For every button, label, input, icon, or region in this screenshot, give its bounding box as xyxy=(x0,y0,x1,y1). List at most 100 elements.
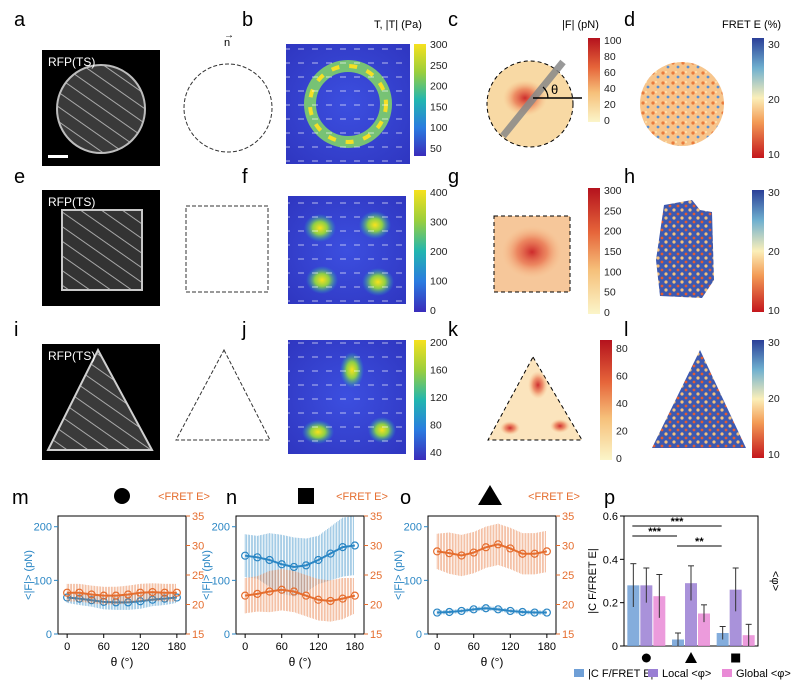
director-label-a: n xyxy=(224,37,230,49)
fret-colorbar-c-tick: 20 xyxy=(768,393,780,405)
x-tick-label: 60 xyxy=(468,641,480,653)
force-colorbar-a-tick: 80 xyxy=(604,51,616,63)
data-point xyxy=(481,543,491,552)
x-tick-label: 180 xyxy=(346,641,364,653)
traction-colorbar-a xyxy=(414,44,426,156)
traction-colorbar-b-tick: 300 xyxy=(430,217,448,229)
force-colorbar-c-tick: 60 xyxy=(616,371,628,383)
data-point xyxy=(265,587,274,596)
panel-letter-m: m xyxy=(12,487,29,509)
data-point xyxy=(530,608,539,617)
traction-arrows-circle xyxy=(286,44,410,164)
y-tick-label: 0.2 xyxy=(603,598,618,610)
traction-colorbar-c-tick: 80 xyxy=(430,420,442,432)
y-tick-label: 100 xyxy=(34,575,52,587)
data-point xyxy=(301,591,311,600)
y2-tick-label: 20 xyxy=(192,600,204,612)
force-colorbar-b-tick: 300 xyxy=(604,185,622,197)
y-tick-label: 200 xyxy=(212,522,230,534)
y2-tick-label: 15 xyxy=(370,629,382,641)
force-colorbar-b-tick: 200 xyxy=(604,226,622,238)
force-colorbar-b-tick: 250 xyxy=(604,205,622,217)
fret-colorbar-a-tick: 20 xyxy=(768,94,780,106)
force-hotspot-triangle-1 xyxy=(528,371,548,399)
data-point xyxy=(289,562,299,572)
force-title: |F| (pN) xyxy=(562,19,599,31)
data-point xyxy=(172,593,181,602)
data-point xyxy=(241,551,250,560)
y2-tick-label: 35 xyxy=(562,511,574,523)
data-point xyxy=(469,605,478,614)
row-circle: RFP(TS) n → T, |T| (Pa) θ |F| (pN) FRET … xyxy=(42,19,781,166)
y-tick-label: 0 xyxy=(612,641,618,653)
force-axis-title: <|F|> (pN) xyxy=(201,550,213,600)
data-point xyxy=(277,585,286,594)
data-point xyxy=(253,589,262,598)
traction-colorbar-c-tick: 200 xyxy=(430,337,448,349)
traction-colorbar-a-tick: 150 xyxy=(430,101,448,113)
data-point xyxy=(350,591,359,600)
x-tick-label: 0 xyxy=(242,641,248,653)
force-hotspot-square xyxy=(502,226,562,278)
force-hotspot-triangle-3 xyxy=(550,419,570,433)
y2-tick-label: 30 xyxy=(370,541,382,553)
panel-letters: a b c d e f g h i j k l m n o p xyxy=(12,9,635,509)
phi-axis-title: <φ> xyxy=(769,571,781,591)
fret-map-triangle xyxy=(652,350,746,448)
fret-colorbar-a-tick: 30 xyxy=(768,39,780,51)
data-point xyxy=(530,549,539,558)
panel-letter-d: d xyxy=(624,9,635,31)
force-axis-title: <|F|> (pN) xyxy=(393,550,405,600)
traction-title: T, |T| (Pa) xyxy=(374,19,422,31)
y2-tick-label: 15 xyxy=(562,629,574,641)
data-point xyxy=(445,549,454,558)
theta-arc xyxy=(542,86,549,99)
series-fret xyxy=(241,569,359,622)
traction-colorbar-b-tick: 100 xyxy=(430,276,448,288)
rfp-label-a: RFP(TS) xyxy=(48,55,95,69)
data-point xyxy=(433,547,442,556)
bar-chart-p: 00.20.40.6|C F/FRET E| <φ>********|C F/FR… xyxy=(574,511,791,680)
traction-colorbar-c-tick: 120 xyxy=(430,392,448,404)
fluorescence-fibers-circle xyxy=(57,65,145,153)
panel-letter-f: f xyxy=(242,166,248,188)
director-field-triangle xyxy=(175,348,271,441)
series-line xyxy=(244,588,356,602)
legend-swatch xyxy=(722,669,732,677)
panel-letter-k: k xyxy=(448,319,459,341)
bar xyxy=(653,596,666,646)
x-tick-label: 0 xyxy=(64,641,70,653)
y-tick-label: 100 xyxy=(212,575,230,587)
scale-bar xyxy=(48,155,68,158)
circle-shape-icon xyxy=(114,488,130,504)
data-point xyxy=(493,540,503,549)
data-point xyxy=(314,595,323,604)
legend-label: Global <φ> xyxy=(736,668,791,680)
data-point xyxy=(457,551,466,560)
traction-arrows-square xyxy=(288,196,406,304)
force-hotspot-circle xyxy=(503,80,547,116)
force-colorbar-c-tick: 80 xyxy=(616,343,628,355)
force-colorbar-b-tick: 150 xyxy=(604,246,622,258)
data-point xyxy=(148,588,157,597)
force-colorbar-b-tick: 50 xyxy=(604,287,616,299)
data-point xyxy=(326,549,335,558)
y-tick-label: 200 xyxy=(34,522,52,534)
y2-tick-label: 35 xyxy=(192,511,204,523)
chart-m: <FRET E> <|F|> (pN) 0 60 120 180 θ (°) 0 100 200 1… xyxy=(23,488,210,669)
bar xyxy=(640,585,653,646)
y2-tick-label: 20 xyxy=(370,600,382,612)
data-point xyxy=(111,591,121,600)
force-colorbar-b-tick: 100 xyxy=(604,266,622,278)
y2-tick-label: 25 xyxy=(192,570,204,582)
traction-arrows-triangle xyxy=(288,340,406,454)
data-point xyxy=(506,544,515,553)
director-arrow-a: → xyxy=(224,30,234,41)
fret-map-square xyxy=(656,200,714,298)
x-tick-label: 120 xyxy=(501,641,519,653)
x-axis-title: θ (°) xyxy=(481,655,504,669)
fret-colorbar-b-tick: 20 xyxy=(768,246,780,258)
data-point xyxy=(160,588,169,597)
